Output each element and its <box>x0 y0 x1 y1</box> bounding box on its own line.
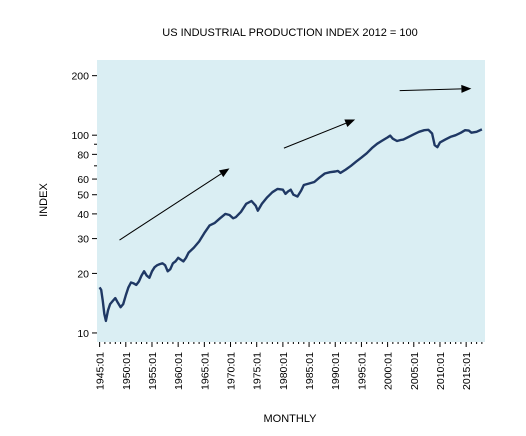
x-tick-label: 1955:01 <box>147 352 159 390</box>
x-axis-label: MONTHLY <box>264 413 318 425</box>
x-tick-label: 1965:01 <box>199 352 211 390</box>
x-tick-label: 1970:01 <box>226 352 238 390</box>
y-tick-label: 20 <box>77 268 89 280</box>
x-tick-label: 2000:01 <box>383 352 395 390</box>
x-tick-label: 1980:01 <box>278 352 290 390</box>
chart-title: US INDUSTRIAL PRODUCTION INDEX 2012 = 10… <box>162 27 417 39</box>
arrow-line-2 <box>399 88 462 92</box>
series-line-0 <box>98 128 483 323</box>
x-tick-label: 2015:01 <box>461 352 473 390</box>
x-tick-label: 1945:01 <box>95 352 107 390</box>
x-tick-label: 2010:01 <box>435 352 447 390</box>
arrow-head-1 <box>344 119 356 127</box>
y-tick-label: 40 <box>77 209 89 221</box>
plot-area <box>97 60 485 342</box>
y-axis-label: INDEX <box>38 183 50 217</box>
series-layer <box>98 128 483 323</box>
x-tick-label: 2005:01 <box>409 352 421 390</box>
y-tick-label: 80 <box>77 149 89 161</box>
y-tick-label: 50 <box>77 190 89 202</box>
y-axis: 10 20 30 40 50 60 80 100 200 <box>71 71 97 340</box>
arrow-head-0 <box>218 168 230 178</box>
y-tick-label: 10 <box>77 328 89 340</box>
annotation-layer <box>119 84 472 241</box>
x-axis: 1945:01 1950:01 1955:01 1960:01 1965:01 1970:… <box>95 342 483 390</box>
arrow-line-1 <box>283 122 347 149</box>
y-tick-label: 100 <box>71 130 89 142</box>
y-tick-label: 200 <box>71 71 89 83</box>
y-tick-label: 60 <box>77 174 89 186</box>
x-tick-label: 1995:01 <box>356 352 368 390</box>
x-tick-label: 1985:01 <box>304 352 316 390</box>
x-tick-label: 1960:01 <box>173 352 185 390</box>
y-tick-label: 30 <box>77 234 89 246</box>
x-tick-label: 1950:01 <box>121 352 133 390</box>
arrow-line-0 <box>119 173 222 241</box>
x-tick-label: 1975:01 <box>252 352 264 390</box>
x-tick-label: 1990:01 <box>330 352 342 390</box>
arrow-head-2 <box>461 84 472 93</box>
